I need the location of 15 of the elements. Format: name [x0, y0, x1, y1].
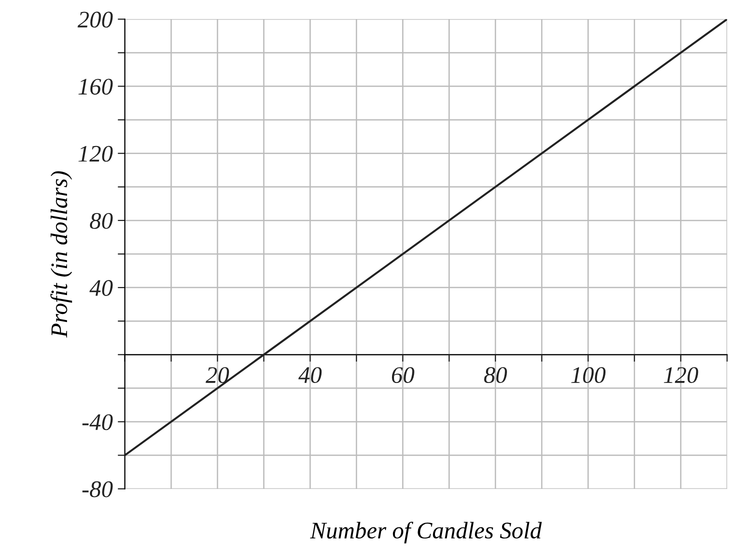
- x-tick-label: 20: [206, 367, 229, 384]
- x-tick-label: 120: [664, 367, 698, 384]
- y-tick-label: 120: [78, 146, 113, 162]
- y-tick-label: 160: [78, 78, 113, 95]
- x-axis-title: Number of Candles Sold: [310, 522, 542, 544]
- y-tick-label: -80: [82, 481, 113, 498]
- x-tick-label: 100: [571, 367, 606, 384]
- y-tick-label: 80: [90, 212, 113, 229]
- x-tick-label: 80: [484, 367, 507, 384]
- x-tick-label: 60: [392, 367, 414, 384]
- x-tick-label: 40: [298, 367, 322, 384]
- y-tick-label: 200: [78, 12, 113, 28]
- y-axis-title: Profit (in dollars): [50, 171, 72, 338]
- y-tick-label: 40: [89, 280, 113, 296]
- y-tick-label: -40: [82, 414, 113, 430]
